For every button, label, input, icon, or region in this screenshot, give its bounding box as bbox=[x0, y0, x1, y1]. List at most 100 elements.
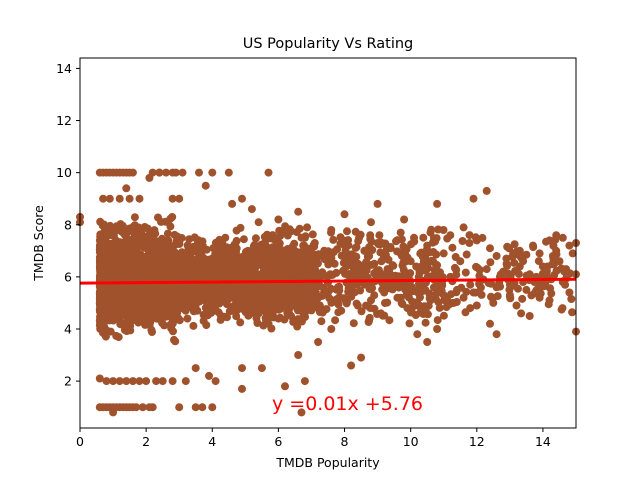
data-point bbox=[505, 291, 514, 300]
x-tick-label: 2 bbox=[142, 434, 150, 449]
data-point bbox=[439, 311, 448, 320]
data-point bbox=[247, 205, 256, 214]
y-tick-label: 4 bbox=[64, 321, 72, 336]
data-point bbox=[399, 258, 408, 267]
data-point bbox=[396, 249, 405, 258]
data-point bbox=[412, 262, 421, 271]
data-point bbox=[475, 266, 484, 274]
data-point bbox=[405, 319, 414, 328]
data-point bbox=[126, 326, 135, 335]
data-point bbox=[274, 305, 283, 314]
data-point bbox=[299, 310, 308, 318]
data-point bbox=[268, 309, 277, 318]
data-point bbox=[195, 248, 204, 257]
data-point bbox=[367, 218, 375, 227]
data-point bbox=[510, 240, 519, 249]
y-tick-label: 10 bbox=[56, 165, 72, 180]
line-layer bbox=[79, 277, 577, 285]
data-point bbox=[503, 242, 512, 251]
data-point bbox=[522, 250, 531, 259]
data-point bbox=[238, 384, 246, 393]
data-point bbox=[114, 309, 123, 317]
data-point bbox=[220, 254, 229, 263]
data-point bbox=[357, 272, 366, 281]
data-point bbox=[198, 403, 207, 412]
data-point bbox=[350, 252, 359, 260]
data-point bbox=[333, 245, 342, 254]
data-point bbox=[426, 228, 435, 237]
data-point bbox=[567, 295, 576, 303]
data-point bbox=[166, 246, 175, 254]
data-point bbox=[433, 316, 442, 325]
data-point bbox=[116, 245, 125, 254]
data-point bbox=[458, 237, 467, 245]
data-point bbox=[97, 264, 106, 273]
data-point bbox=[213, 251, 222, 260]
data-point bbox=[118, 265, 127, 274]
data-point bbox=[300, 377, 309, 386]
data-point bbox=[253, 319, 262, 327]
data-point bbox=[171, 168, 180, 177]
data-point bbox=[314, 293, 323, 302]
x-tick-label: 12 bbox=[469, 434, 485, 449]
data-point bbox=[433, 325, 442, 333]
data-point bbox=[303, 223, 312, 232]
data-point bbox=[178, 168, 187, 177]
data-point bbox=[294, 351, 303, 359]
data-point bbox=[260, 285, 269, 294]
data-point bbox=[431, 237, 440, 246]
data-point bbox=[162, 304, 171, 313]
data-point bbox=[112, 292, 121, 301]
data-point bbox=[347, 260, 356, 269]
data-point bbox=[404, 293, 413, 302]
data-point bbox=[517, 309, 526, 318]
data-point bbox=[410, 233, 418, 242]
data-point bbox=[108, 245, 117, 254]
data-point bbox=[109, 377, 118, 386]
data-point bbox=[254, 218, 263, 227]
data-point bbox=[446, 231, 455, 240]
data-point bbox=[270, 235, 279, 244]
data-point bbox=[466, 304, 475, 313]
data-point bbox=[337, 306, 346, 315]
data-point bbox=[107, 266, 116, 275]
data-point bbox=[246, 290, 255, 299]
data-point bbox=[272, 243, 281, 252]
data-point bbox=[217, 295, 226, 304]
x-tick-label: 8 bbox=[341, 434, 349, 449]
data-point bbox=[376, 248, 385, 257]
data-point bbox=[403, 304, 412, 313]
data-point bbox=[264, 319, 273, 328]
data-point bbox=[308, 230, 317, 239]
data-point bbox=[512, 301, 521, 310]
data-point bbox=[294, 207, 303, 216]
data-point bbox=[357, 353, 366, 362]
data-point bbox=[290, 246, 299, 255]
data-point bbox=[153, 314, 161, 323]
data-point bbox=[320, 255, 329, 264]
data-point bbox=[208, 295, 217, 304]
data-point bbox=[130, 213, 139, 222]
data-point bbox=[244, 304, 253, 313]
data-point bbox=[199, 316, 208, 325]
data-point bbox=[115, 377, 124, 386]
data-point bbox=[486, 319, 494, 328]
data-point bbox=[329, 235, 338, 244]
data-point bbox=[257, 244, 266, 253]
data-point bbox=[331, 316, 340, 325]
data-point bbox=[514, 270, 523, 278]
data-point bbox=[126, 301, 135, 310]
data-point bbox=[300, 233, 309, 242]
data-point bbox=[558, 304, 567, 313]
data-point bbox=[518, 294, 527, 303]
data-point bbox=[186, 252, 195, 261]
data-point bbox=[140, 223, 149, 231]
data-point bbox=[257, 303, 266, 312]
data-point bbox=[320, 249, 329, 258]
data-point bbox=[264, 265, 273, 274]
data-point bbox=[392, 237, 400, 246]
data-point bbox=[489, 298, 498, 307]
x-tick-label: 4 bbox=[208, 434, 216, 449]
data-point bbox=[368, 284, 377, 293]
data-point bbox=[150, 306, 159, 315]
